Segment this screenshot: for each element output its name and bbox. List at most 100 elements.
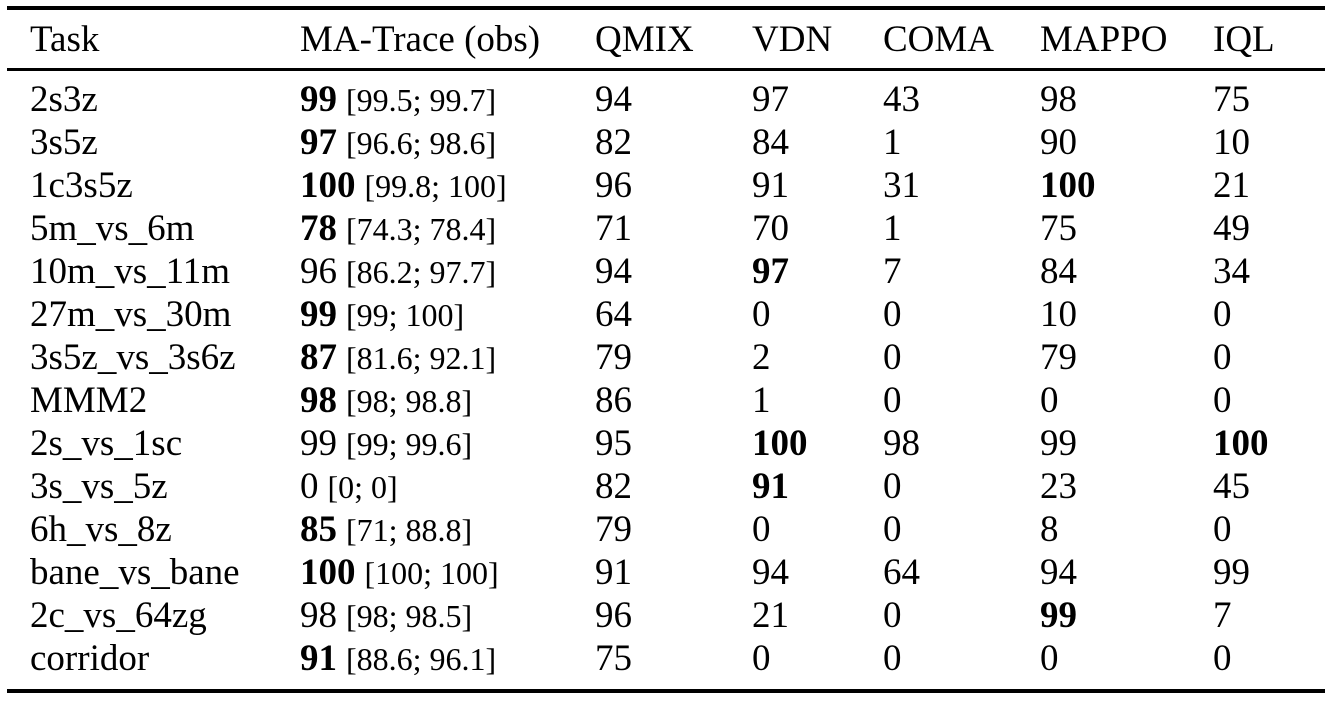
- cell-qmix: 82: [595, 122, 632, 163]
- table-row: 3s_vs_5z 0 [0; 0] 82 91 0 23 45: [7, 465, 1325, 508]
- ma-trace-value: 96: [300, 251, 337, 292]
- cell-vdn: 91: [752, 466, 789, 507]
- column-header-mappo: MAPPO: [1040, 8, 1213, 71]
- cell-iql: 0: [1213, 380, 1232, 421]
- cell-qmix: 96: [595, 595, 632, 636]
- table-row: 6h_vs_8z 85 [71; 88.8] 79 0 0 8 0: [7, 508, 1325, 551]
- cell-coma: 64: [883, 552, 920, 593]
- cell-ma-trace: 87 [81.6; 92.1]: [300, 336, 595, 379]
- cell-iql: 34: [1213, 251, 1250, 292]
- cell-mappo: 84: [1040, 251, 1077, 292]
- cell-ma-trace: 99 [99; 99.6]: [300, 422, 595, 465]
- cell-iql: 49: [1213, 208, 1250, 249]
- ma-trace-interval: [86.2; 97.7]: [346, 254, 497, 290]
- cell-qmix: 94: [595, 251, 632, 292]
- ma-trace-value: 98: [300, 595, 337, 636]
- cell-vdn: 97: [752, 79, 789, 120]
- cell-iql: 0: [1213, 337, 1232, 378]
- cell-qmix: 64: [595, 294, 632, 335]
- cell-vdn: 2: [752, 337, 771, 378]
- cell-ma-trace: 99 [99.5; 99.7]: [300, 70, 595, 122]
- cell-mappo: 23: [1040, 466, 1077, 507]
- cell-task: 3s_vs_5z: [30, 466, 168, 507]
- results-table-header: Task MA-Trace (obs) QMIX VDN COMA MAPPO …: [7, 8, 1325, 71]
- cell-coma: 0: [883, 595, 902, 636]
- cell-task: 10m_vs_11m: [30, 251, 231, 292]
- cell-mappo: 100: [1040, 165, 1096, 206]
- cell-task: 1c3s5z: [30, 165, 133, 206]
- cell-ma-trace: 98 [98; 98.5]: [300, 594, 595, 637]
- cell-mappo: 94: [1040, 552, 1077, 593]
- ma-trace-value: 99: [300, 79, 337, 120]
- cell-task: 2s3z: [30, 79, 98, 120]
- ma-trace-interval: [96.6; 98.6]: [346, 125, 497, 161]
- cell-iql: 75: [1213, 79, 1250, 120]
- cell-task: 3s5z: [30, 122, 98, 163]
- cell-coma: 0: [883, 380, 902, 421]
- cell-iql: 0: [1213, 509, 1232, 550]
- cell-ma-trace: 91 [88.6; 96.1]: [300, 637, 595, 691]
- ma-trace-interval: [81.6; 92.1]: [346, 340, 497, 376]
- column-header-coma: COMA: [883, 8, 1040, 71]
- cell-vdn: 100: [752, 423, 808, 464]
- cell-task: 27m_vs_30m: [30, 294, 232, 335]
- cell-ma-trace: 100 [99.8; 100]: [300, 164, 595, 207]
- cell-coma: 7: [883, 251, 902, 292]
- cell-qmix: 95: [595, 423, 632, 464]
- cell-ma-trace: 97 [96.6; 98.6]: [300, 121, 595, 164]
- cell-mappo: 99: [1040, 423, 1077, 464]
- cell-mappo: 79: [1040, 337, 1077, 378]
- cell-vdn: 84: [752, 122, 789, 163]
- ma-trace-value: 85: [300, 509, 337, 550]
- ma-trace-value: 91: [300, 638, 337, 679]
- column-header-vdn: VDN: [752, 8, 883, 71]
- cell-vdn: 21: [752, 595, 789, 636]
- cell-mappo: 0: [1040, 638, 1059, 679]
- cell-ma-trace: 85 [71; 88.8]: [300, 508, 595, 551]
- table-row: 3s5z_vs_3s6z 87 [81.6; 92.1] 79 2 0 79 0: [7, 336, 1325, 379]
- cell-vdn: 70: [752, 208, 789, 249]
- cell-task: 2c_vs_64zg: [30, 595, 207, 636]
- cell-qmix: 71: [595, 208, 632, 249]
- cell-iql: 0: [1213, 294, 1232, 335]
- cell-vdn: 97: [752, 251, 789, 292]
- cell-qmix: 94: [595, 79, 632, 120]
- cell-iql: 100: [1213, 423, 1269, 464]
- table-row: 2s3z 99 [99.5; 99.7] 94 97 43 98 75: [7, 70, 1325, 122]
- cell-coma: 0: [883, 337, 902, 378]
- ma-trace-value: 98: [300, 380, 337, 421]
- ma-trace-interval: [71; 88.8]: [346, 512, 473, 548]
- ma-trace-interval: [0; 0]: [327, 469, 398, 505]
- cell-coma: 0: [883, 466, 902, 507]
- column-header-task: Task: [7, 8, 300, 71]
- ma-trace-interval: [99.8; 100]: [364, 168, 507, 204]
- cell-ma-trace: 78 [74.3; 78.4]: [300, 207, 595, 250]
- cell-vdn: 91: [752, 165, 789, 206]
- cell-mappo: 8: [1040, 509, 1059, 550]
- ma-trace-interval: [98; 98.8]: [346, 383, 473, 419]
- cell-iql: 7: [1213, 595, 1232, 636]
- cell-mappo: 0: [1040, 380, 1059, 421]
- cell-vdn: 1: [752, 380, 771, 421]
- ma-trace-value: 87: [300, 337, 337, 378]
- table-row: 2c_vs_64zg 98 [98; 98.5] 96 21 0 99 7: [7, 594, 1325, 637]
- table-row: 3s5z 97 [96.6; 98.6] 82 84 1 90 10: [7, 121, 1325, 164]
- table-row: 5m_vs_6m 78 [74.3; 78.4] 71 70 1 75 49: [7, 207, 1325, 250]
- cell-iql: 10: [1213, 122, 1250, 163]
- cell-qmix: 91: [595, 552, 632, 593]
- ma-trace-value: 0: [300, 466, 319, 507]
- ma-trace-interval: [99; 99.6]: [346, 426, 473, 462]
- table-row: 2s_vs_1sc 99 [99; 99.6] 95 100 98 99 100: [7, 422, 1325, 465]
- cell-qmix: 79: [595, 337, 632, 378]
- cell-ma-trace: 100 [100; 100]: [300, 551, 595, 594]
- cell-task: 6h_vs_8z: [30, 509, 172, 550]
- cell-mappo: 98: [1040, 79, 1077, 120]
- cell-ma-trace: 96 [86.2; 97.7]: [300, 250, 595, 293]
- cell-coma: 0: [883, 638, 902, 679]
- cell-coma: 0: [883, 509, 902, 550]
- ma-trace-interval: [99.5; 99.7]: [346, 82, 497, 118]
- ma-trace-value: 78: [300, 208, 337, 249]
- table-row: 1c3s5z 100 [99.8; 100] 96 91 31 100 21: [7, 164, 1325, 207]
- cell-mappo: 75: [1040, 208, 1077, 249]
- cell-task: 5m_vs_6m: [30, 208, 195, 249]
